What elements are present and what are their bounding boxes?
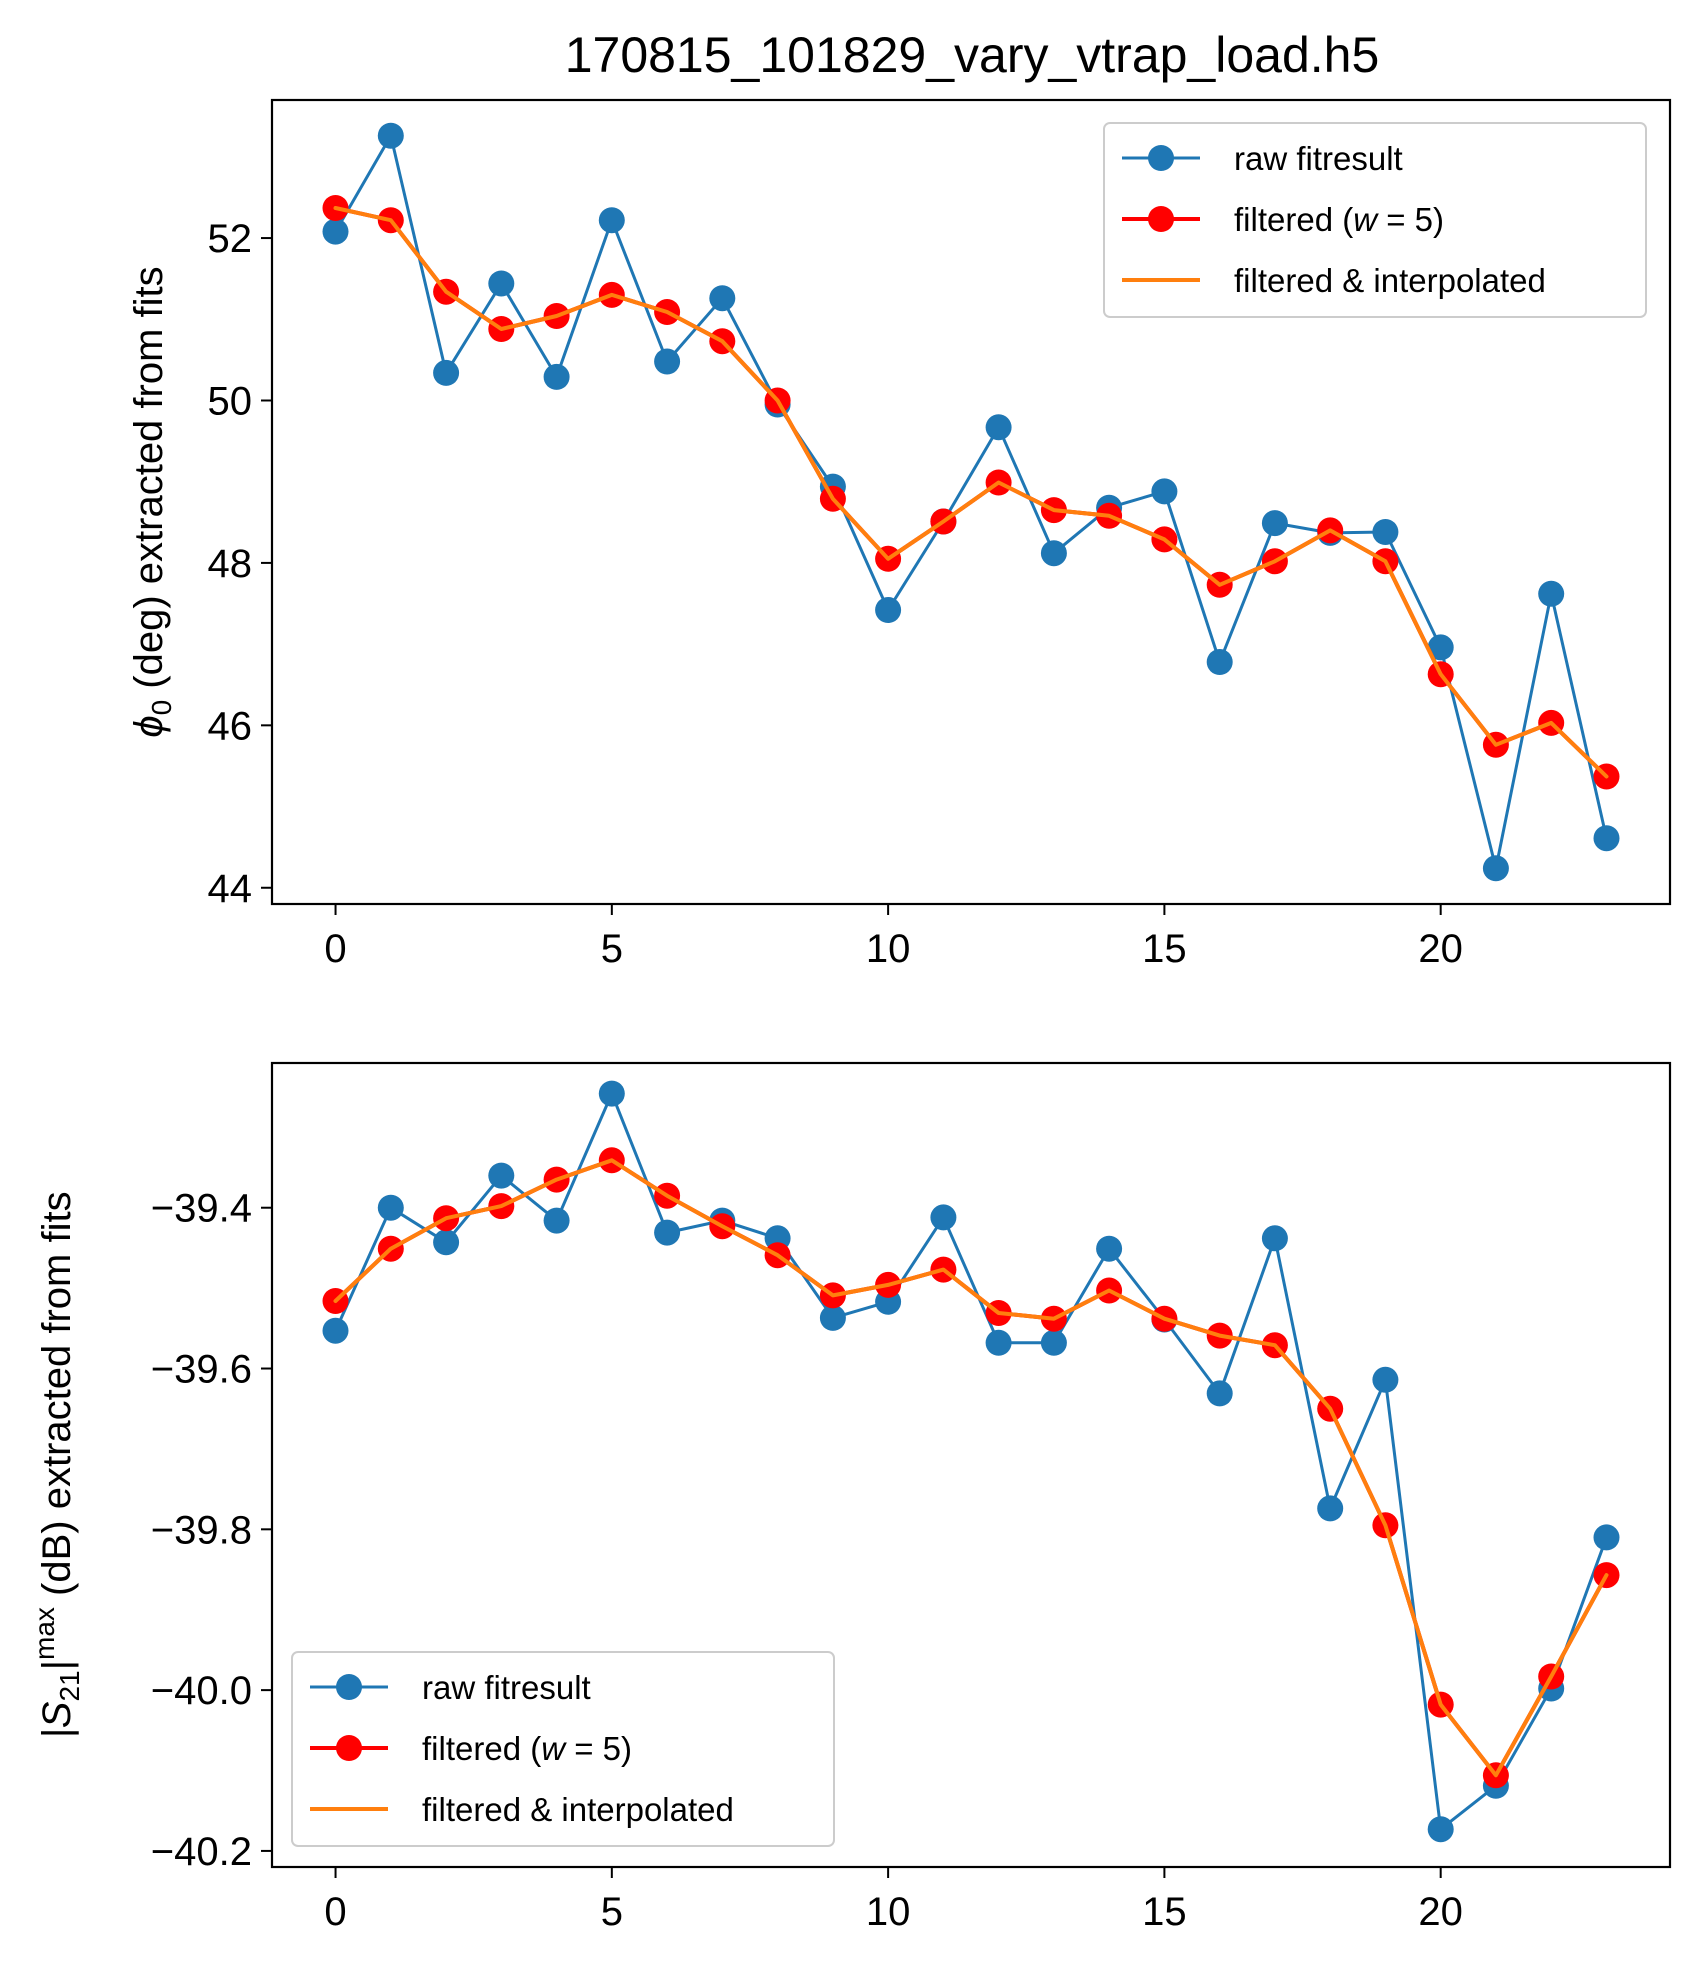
data-point-raw [709,285,736,312]
data-point-raw [654,348,681,375]
data-point-raw [598,207,625,234]
x-tick-label: 15 [1142,927,1187,971]
series-line-interpolated [333,206,1609,779]
data-point-raw [488,270,515,297]
data-point-raw [1096,1235,1123,1262]
data-point-raw [1593,1524,1620,1551]
legend-label-interpolated: filtered & interpolated [1234,262,1546,299]
x-tick-label: 10 [866,927,911,971]
data-point-raw [543,363,570,390]
data-point-raw [985,1329,1012,1356]
legend-label-raw: raw fitresult [1234,140,1403,177]
y-tick-label: −40.0 [151,1669,252,1713]
legend-label-filtered: filtered (w = 5) [422,1730,632,1767]
data-point-raw [1261,1225,1288,1252]
data-point-raw [930,1204,957,1231]
series-line-interpolated [333,1158,1609,1778]
data-point-raw [875,597,902,623]
top-panel: 0 5 10 15 20 44 46 48 50 52 ϕ0 (deg) extracted fro… [127,98,1672,971]
legend-marker-filtered [1148,206,1174,232]
y-tick-label: 44 [208,867,253,911]
legend-marker-raw [1148,145,1174,171]
y-axis-label: ϕ0 (deg) extracted from fits [127,266,177,737]
series-line-raw [334,134,1608,870]
data-point-raw [377,1194,404,1221]
x-tick-label: 5 [601,927,623,971]
data-point-raw [322,1317,349,1344]
y-tick-label: −39.8 [151,1508,252,1552]
data-point-raw [377,122,404,149]
x-tick-label: 0 [324,1890,346,1934]
data-point-raw [1040,540,1067,567]
data-point-raw [1427,1816,1454,1843]
data-point-raw [488,1162,515,1189]
data-point-raw [433,1229,460,1256]
legend-marker-raw [336,1674,362,1700]
x-tick-label: 20 [1418,1890,1463,1934]
axes-frame [270,98,1672,906]
x-tick-label: 15 [1142,1890,1187,1934]
bottom-panel: 0 5 10 15 20 −40.2 −40.0 −39.8 −39.6 −39.4 |S21|ma… [29,1061,1672,1934]
data-point-raw [1206,1380,1233,1407]
y-axis-label: |S21|max (dB) extracted from fits [29,1191,85,1738]
y-tick-label: 52 [208,217,253,261]
data-point-raw [1538,580,1565,607]
legend-label-interpolated: filtered & interpolated [422,1791,734,1828]
data-point-raw [1372,519,1399,545]
legend-box [291,1651,835,1847]
data-point-raw [1427,634,1454,661]
data-point-raw [1261,510,1288,537]
axes-frame [270,1061,1672,1869]
data-point-raw [1372,1366,1399,1393]
legend-marker-filtered [336,1735,362,1761]
data-point-raw [985,414,1012,441]
x-tick-label: 5 [601,1890,623,1934]
figure-title: 170815_101829_vary_vtrap_load.h5 [565,27,1380,83]
data-point-raw [1482,855,1509,882]
x-tick-label: 0 [324,927,346,971]
y-tick-label: −40.2 [151,1830,252,1874]
legend-label-raw: raw fitresult [422,1669,591,1706]
y-tick-label: −39.4 [151,1187,252,1231]
data-point-raw [1206,649,1233,675]
data-point-raw [1317,1495,1344,1522]
data-point-raw [819,1304,846,1331]
legend: raw fitresult filtered (w = 5) filtered & … [291,1651,835,1847]
y-tick-label: 46 [208,704,253,748]
data-point-raw [598,1080,625,1107]
data-point-raw [1593,825,1620,852]
legend-box [1103,122,1647,318]
y-tick-label: −39.6 [151,1348,252,1392]
data-point-raw [1151,478,1178,505]
data-point-raw [433,359,460,386]
data-point-raw [322,218,349,245]
data-point-raw [1040,1329,1067,1356]
legend-label-filtered: filtered (w = 5) [1234,201,1444,238]
data-point-raw [543,1207,570,1234]
y-tick-label: 48 [208,542,253,586]
x-tick-label: 10 [866,1890,911,1934]
y-tick-label: 50 [208,379,253,423]
data-point-raw [654,1219,681,1246]
x-tick-label: 20 [1418,927,1463,971]
legend: raw fitresult filtered (w = 5) filtered & … [1103,122,1647,318]
